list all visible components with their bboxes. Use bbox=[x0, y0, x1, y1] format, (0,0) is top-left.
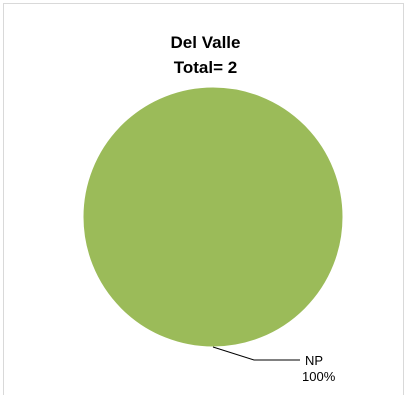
pie-slice-np bbox=[82, 86, 344, 348]
leader-line bbox=[212, 346, 300, 361]
slice-label-np: NP bbox=[305, 353, 324, 368]
pie-slices bbox=[82, 86, 344, 348]
chart-title: Del Valle bbox=[170, 33, 241, 52]
slice-percent-np: 100% bbox=[302, 369, 336, 384]
chart-subtitle: Total= 2 bbox=[173, 58, 238, 77]
